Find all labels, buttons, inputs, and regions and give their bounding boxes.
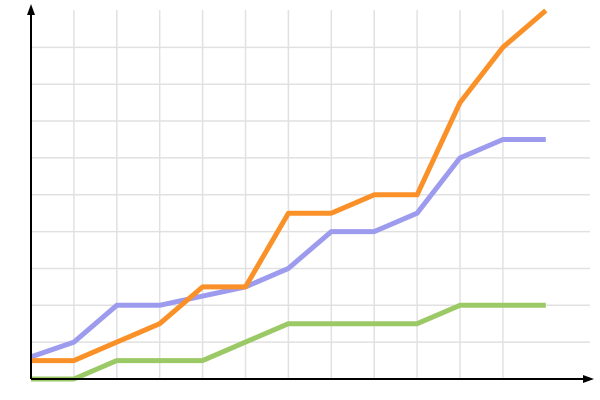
y-axis-arrowhead	[27, 4, 35, 15]
green-series-line	[31, 302, 546, 382]
orange-series-line	[31, 8, 548, 364]
x-axis-arrowhead	[583, 375, 594, 383]
purple-series-line	[30, 137, 546, 360]
axes	[27, 4, 594, 383]
series-lines	[30, 8, 548, 382]
